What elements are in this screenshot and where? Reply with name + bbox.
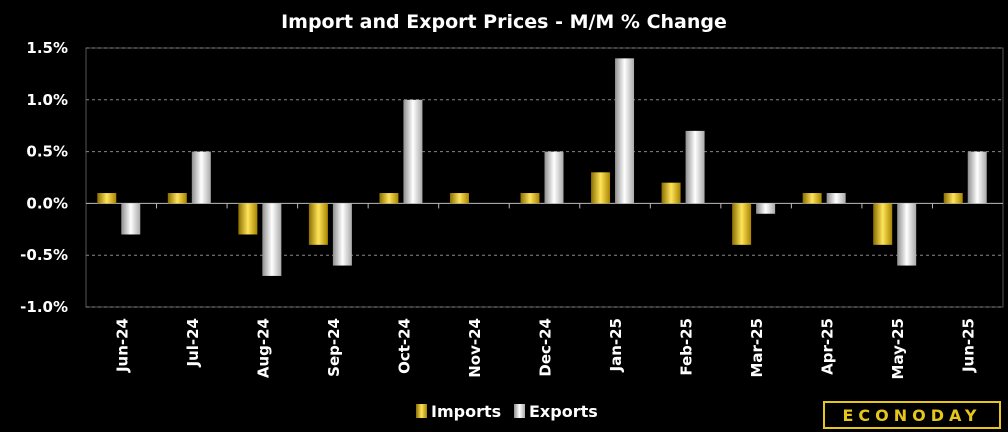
x-category-label: Mar-25 [748,318,766,378]
exports-legend-swatch [514,404,525,418]
imports-legend-label: Imports [431,402,501,421]
imports-bar [167,193,187,204]
chart-title: Import and Export Prices - M/M % Change [281,11,727,33]
x-category-label: Jul-24 [184,318,202,368]
exports-bar [826,193,846,204]
imports-bar [943,193,963,204]
exports-bar [897,203,917,266]
exports-bar [403,99,423,204]
imports-bar [520,193,540,204]
x-category-label: Feb-25 [678,318,696,376]
exports-legend-label: Exports [529,402,598,421]
x-category-label: Nov-24 [466,318,484,378]
y-tick-label: 1.0% [26,91,68,109]
imports-bar [308,203,328,245]
imports-bar [661,182,681,204]
x-category-label: Jun-25 [960,318,978,373]
exports-bar [262,203,282,276]
imports-bar [97,193,117,204]
exports-bar [121,203,141,235]
exports-bar [544,151,564,204]
imports-bar [802,193,822,204]
x-category-label: Aug-24 [254,318,272,378]
exports-bar [967,151,987,204]
y-tick-label: -1.0% [20,298,68,316]
y-tick-label: 1.5% [26,39,68,57]
exports-bar [191,151,211,204]
exports-bar [332,203,352,266]
econoday-logo: ECONODAY [823,401,1001,429]
exports-bar [685,130,705,204]
imports-bar [449,193,469,204]
exports-bar [756,203,776,214]
imports-bar [873,203,893,245]
y-tick-label: -0.5% [20,246,68,264]
y-tick-label: 0.0% [26,194,68,212]
y-tick-label: 0.5% [26,143,68,161]
logo-text: ECONODAY [842,405,982,425]
imports-legend-swatch [416,404,427,418]
exports-bar [615,58,635,204]
imports-bar [732,203,752,245]
x-category-label: Jun-24 [113,318,131,373]
x-category-label: Apr-25 [819,318,837,375]
x-category-label: May-25 [889,318,907,379]
imports-bar [591,172,611,204]
x-category-label: Sep-24 [325,318,343,377]
x-category-label: Jan-25 [607,318,625,372]
imports-bar [379,193,399,204]
x-category-label: Dec-24 [537,318,555,377]
x-category-label: Oct-24 [395,318,413,374]
imports-bar [238,203,258,235]
